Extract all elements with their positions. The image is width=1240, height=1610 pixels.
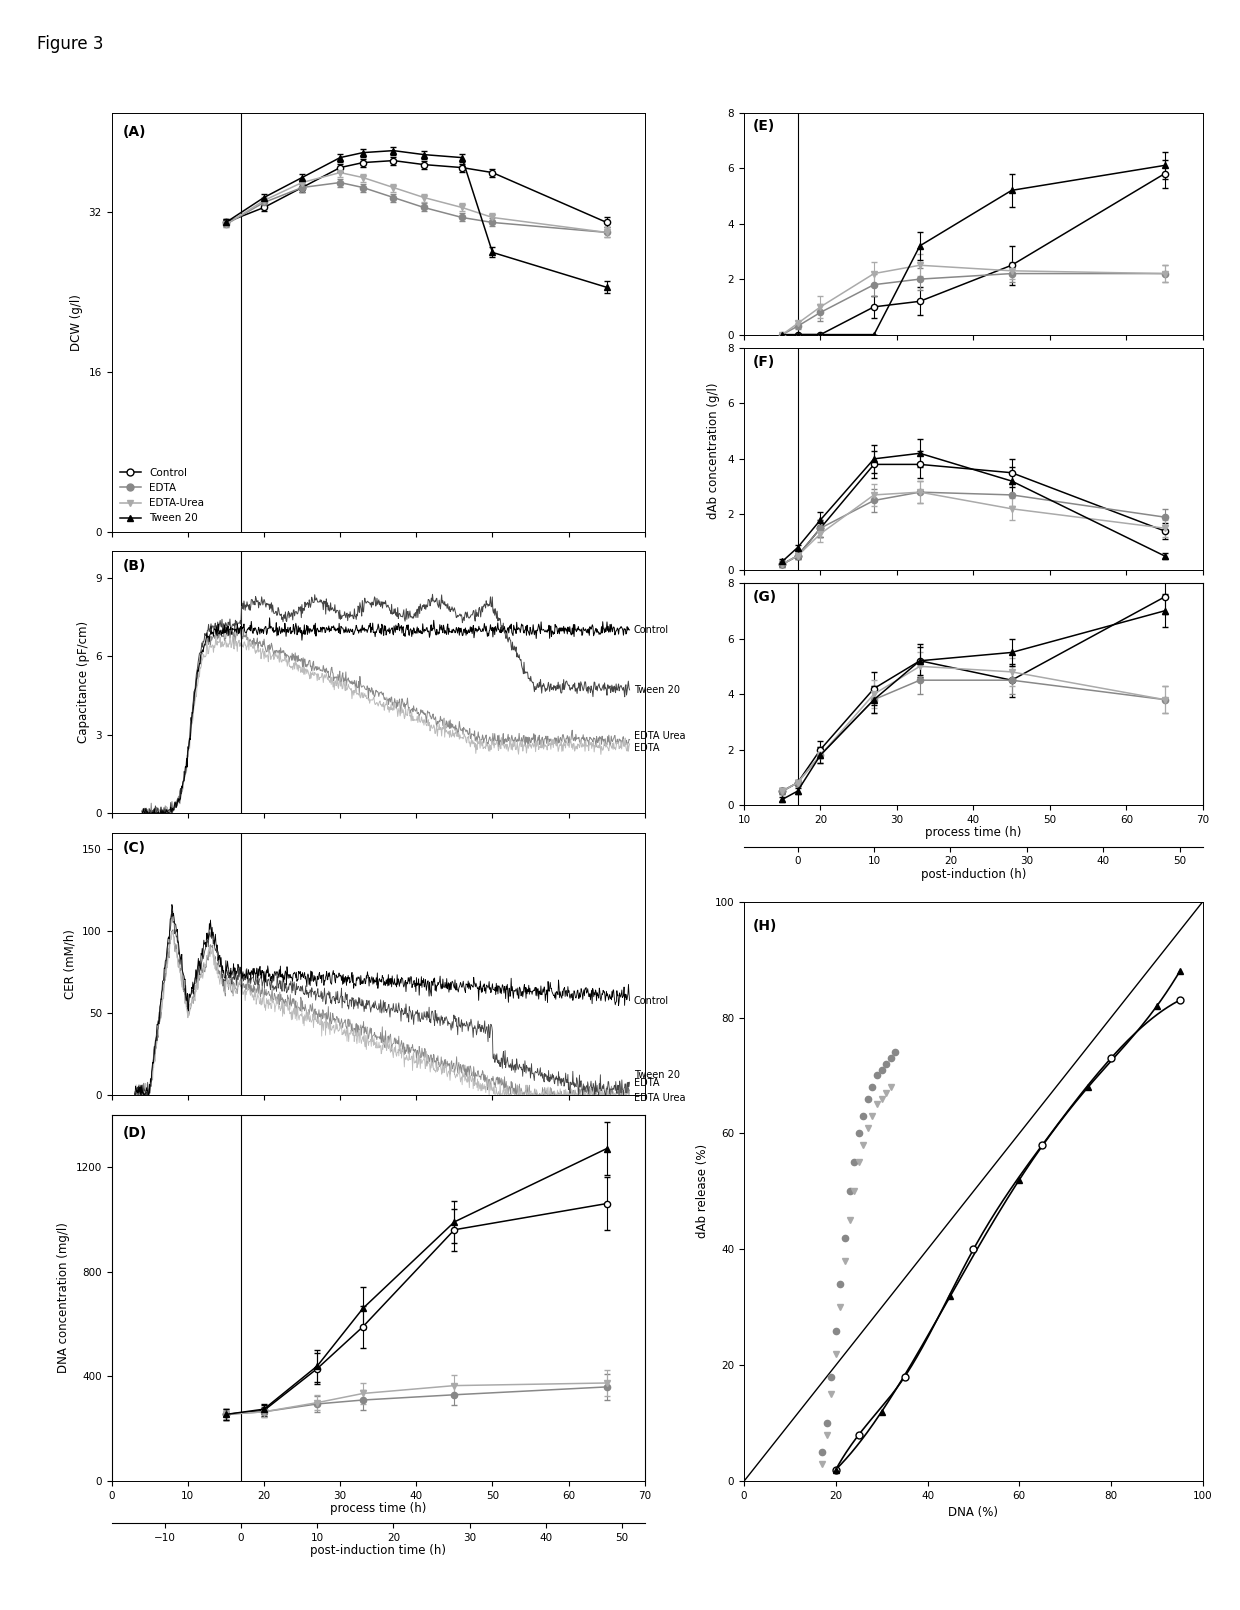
Y-axis label: dAb release (%): dAb release (%) [696, 1145, 709, 1238]
Y-axis label: DCW (g/l): DCW (g/l) [71, 293, 83, 351]
Text: EDTA Urea: EDTA Urea [634, 1093, 686, 1103]
Legend: Control, EDTA, EDTA-Urea, Tween 20: Control, EDTA, EDTA-Urea, Tween 20 [117, 465, 207, 526]
Text: (H): (H) [753, 919, 777, 932]
Text: Control: Control [634, 995, 668, 1006]
Y-axis label: CER (mM/h): CER (mM/h) [63, 929, 77, 998]
Text: EDTA Urea: EDTA Urea [634, 731, 686, 741]
X-axis label: post-induction time (h): post-induction time (h) [310, 1544, 446, 1557]
Text: dAb concentration (g/l): dAb concentration (g/l) [707, 383, 719, 518]
Text: (C): (C) [123, 840, 145, 855]
Text: (D): (D) [123, 1125, 146, 1140]
X-axis label: process time (h): process time (h) [925, 826, 1022, 839]
Text: (F): (F) [753, 354, 775, 369]
Text: Tween 20: Tween 20 [634, 684, 680, 696]
X-axis label: process time (h): process time (h) [330, 1502, 427, 1515]
Y-axis label: Capacitance (pF/cm): Capacitance (pF/cm) [77, 621, 89, 744]
Y-axis label: DNA concentration (mg/l): DNA concentration (mg/l) [57, 1222, 71, 1373]
X-axis label: post-induction (h): post-induction (h) [921, 868, 1025, 881]
Text: EDTA: EDTA [634, 1079, 660, 1088]
Text: (B): (B) [123, 559, 145, 573]
Text: EDTA: EDTA [634, 744, 660, 753]
Text: Control: Control [634, 625, 668, 634]
Text: Figure 3: Figure 3 [37, 35, 104, 53]
X-axis label: DNA (%): DNA (%) [949, 1507, 998, 1520]
Text: (A): (A) [123, 126, 146, 140]
Text: (E): (E) [753, 119, 775, 134]
Text: Tween 20: Tween 20 [634, 1071, 680, 1080]
Text: (G): (G) [753, 589, 777, 604]
